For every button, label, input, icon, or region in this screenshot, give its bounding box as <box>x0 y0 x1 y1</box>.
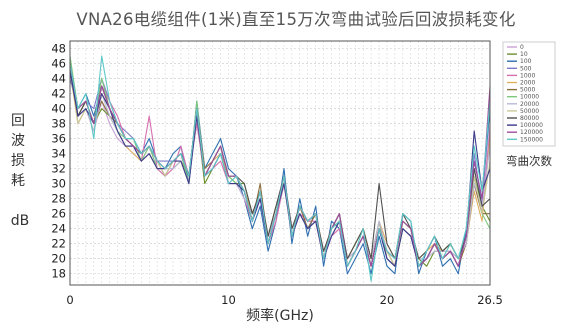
x-tick-label-0: 0 <box>66 293 73 307</box>
legend-label-150000: 150000 <box>520 136 543 143</box>
legend-label-100: 100 <box>520 58 532 65</box>
y-tick-label-46: 46 <box>51 57 66 71</box>
y-tick-label-36: 36 <box>51 132 66 146</box>
legend-label-10000: 10000 <box>520 94 539 101</box>
y-axis-title-char-1: 回 <box>11 113 25 129</box>
y-tick-label-40: 40 <box>51 102 66 116</box>
y-tick-label-20: 20 <box>51 252 66 266</box>
y-axis-title: 回 波 损 耗 dB <box>11 113 30 229</box>
legend-label-0: 0 <box>520 44 524 51</box>
y-axis-title-char-2: 波 <box>11 133 25 149</box>
legend-label-80000: 80000 <box>520 115 539 122</box>
y-tick-label-28: 28 <box>51 192 66 206</box>
y-tick-label-32: 32 <box>51 162 66 176</box>
series-layer <box>69 55 491 282</box>
legend: 0101005001000200050001000020000500008000… <box>502 41 556 147</box>
y-tick-label-44: 44 <box>51 72 66 86</box>
x-axis-ticks: 0 10 20 26.5 <box>66 293 502 307</box>
y-tick-label-30: 30 <box>51 177 66 191</box>
legend-label-1000: 1000 <box>520 72 535 79</box>
x-tick-label-10: 10 <box>221 293 236 307</box>
y-tick-label-38: 38 <box>51 117 66 131</box>
y-tick-label-22: 22 <box>51 237 66 251</box>
y-tick-label-42: 42 <box>51 87 66 101</box>
series-line-150000 <box>69 55 491 282</box>
plot-area <box>70 41 490 285</box>
x-tick-label-20: 20 <box>380 293 395 307</box>
legend-label-100000: 100000 <box>520 122 543 129</box>
y-axis-title-char-4: 耗 <box>11 173 25 189</box>
legend-label-2000: 2000 <box>520 80 535 87</box>
legend-label-20000: 20000 <box>520 101 539 108</box>
grid <box>70 41 490 285</box>
legend-label-10: 10 <box>520 51 528 58</box>
y-tick-label-24: 24 <box>51 222 66 236</box>
y-tick-label-34: 34 <box>51 147 66 161</box>
legend-label-500: 500 <box>520 65 532 72</box>
x-axis-title: 频率(GHz) <box>246 307 314 324</box>
y-tick-label-48: 48 <box>51 42 66 56</box>
x-tick-label-26.5: 26.5 <box>477 293 503 307</box>
legend-label-50000: 50000 <box>520 108 539 115</box>
y-tick-label-18: 18 <box>51 267 66 281</box>
legend-title: 弯曲次数 <box>506 154 552 168</box>
legend-label-5000: 5000 <box>520 87 535 94</box>
chart-title: VNA26电缆组件(1米)直至15万次弯曲试验后回波损耗变化 <box>76 10 515 29</box>
legend-box <box>502 41 556 147</box>
legend-label-120000: 120000 <box>520 129 543 136</box>
plot-border <box>69 40 491 286</box>
y-axis-title-char-3: 损 <box>11 153 25 169</box>
y-tick-label-26: 26 <box>51 207 66 221</box>
y-axis-unit: dB <box>11 213 30 229</box>
